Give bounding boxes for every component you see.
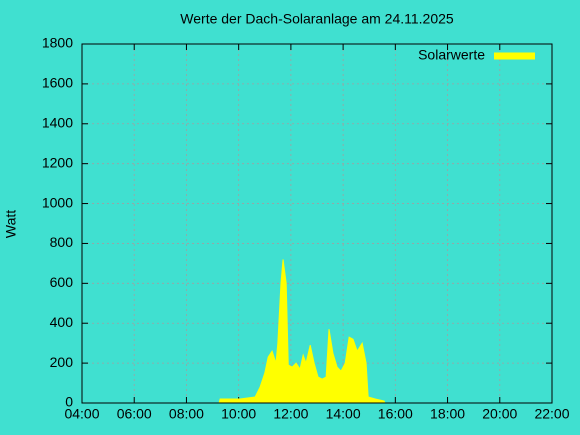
x-tick-label: 14:00 bbox=[326, 406, 361, 422]
y-tick-label: 1400 bbox=[42, 114, 73, 130]
x-tick-label: 12:00 bbox=[273, 406, 308, 422]
y-tick-label: 600 bbox=[50, 274, 74, 290]
y-tick-label: 200 bbox=[50, 354, 74, 370]
y-tick-label: 1000 bbox=[42, 194, 73, 210]
plot-border bbox=[81, 43, 553, 404]
y-tick-label: 1200 bbox=[42, 154, 73, 170]
x-tick-label: 20:00 bbox=[482, 406, 517, 422]
x-tick-label: 04:00 bbox=[64, 406, 99, 422]
y-tick-label: 0 bbox=[65, 394, 73, 410]
x-tick-label: 22:00 bbox=[534, 406, 569, 422]
y-tick-label: 800 bbox=[50, 234, 74, 250]
y-tick-label: 1800 bbox=[42, 35, 73, 51]
x-tick-label: 08:00 bbox=[169, 406, 204, 422]
legend-label: Solarwerte bbox=[418, 47, 485, 63]
x-tick-label: 06:00 bbox=[117, 406, 152, 422]
y-axis-label: Watt bbox=[3, 210, 19, 238]
chart-title: Werte der Dach-Solaranlage am 24.11.2025 bbox=[180, 11, 454, 27]
x-tick-label: 18:00 bbox=[430, 406, 465, 422]
x-tick-label: 16:00 bbox=[378, 406, 413, 422]
y-tick-label: 400 bbox=[50, 314, 74, 330]
x-tick-label: 10:00 bbox=[221, 406, 256, 422]
area bbox=[218, 259, 386, 404]
y-tick-label: 1600 bbox=[42, 75, 73, 91]
